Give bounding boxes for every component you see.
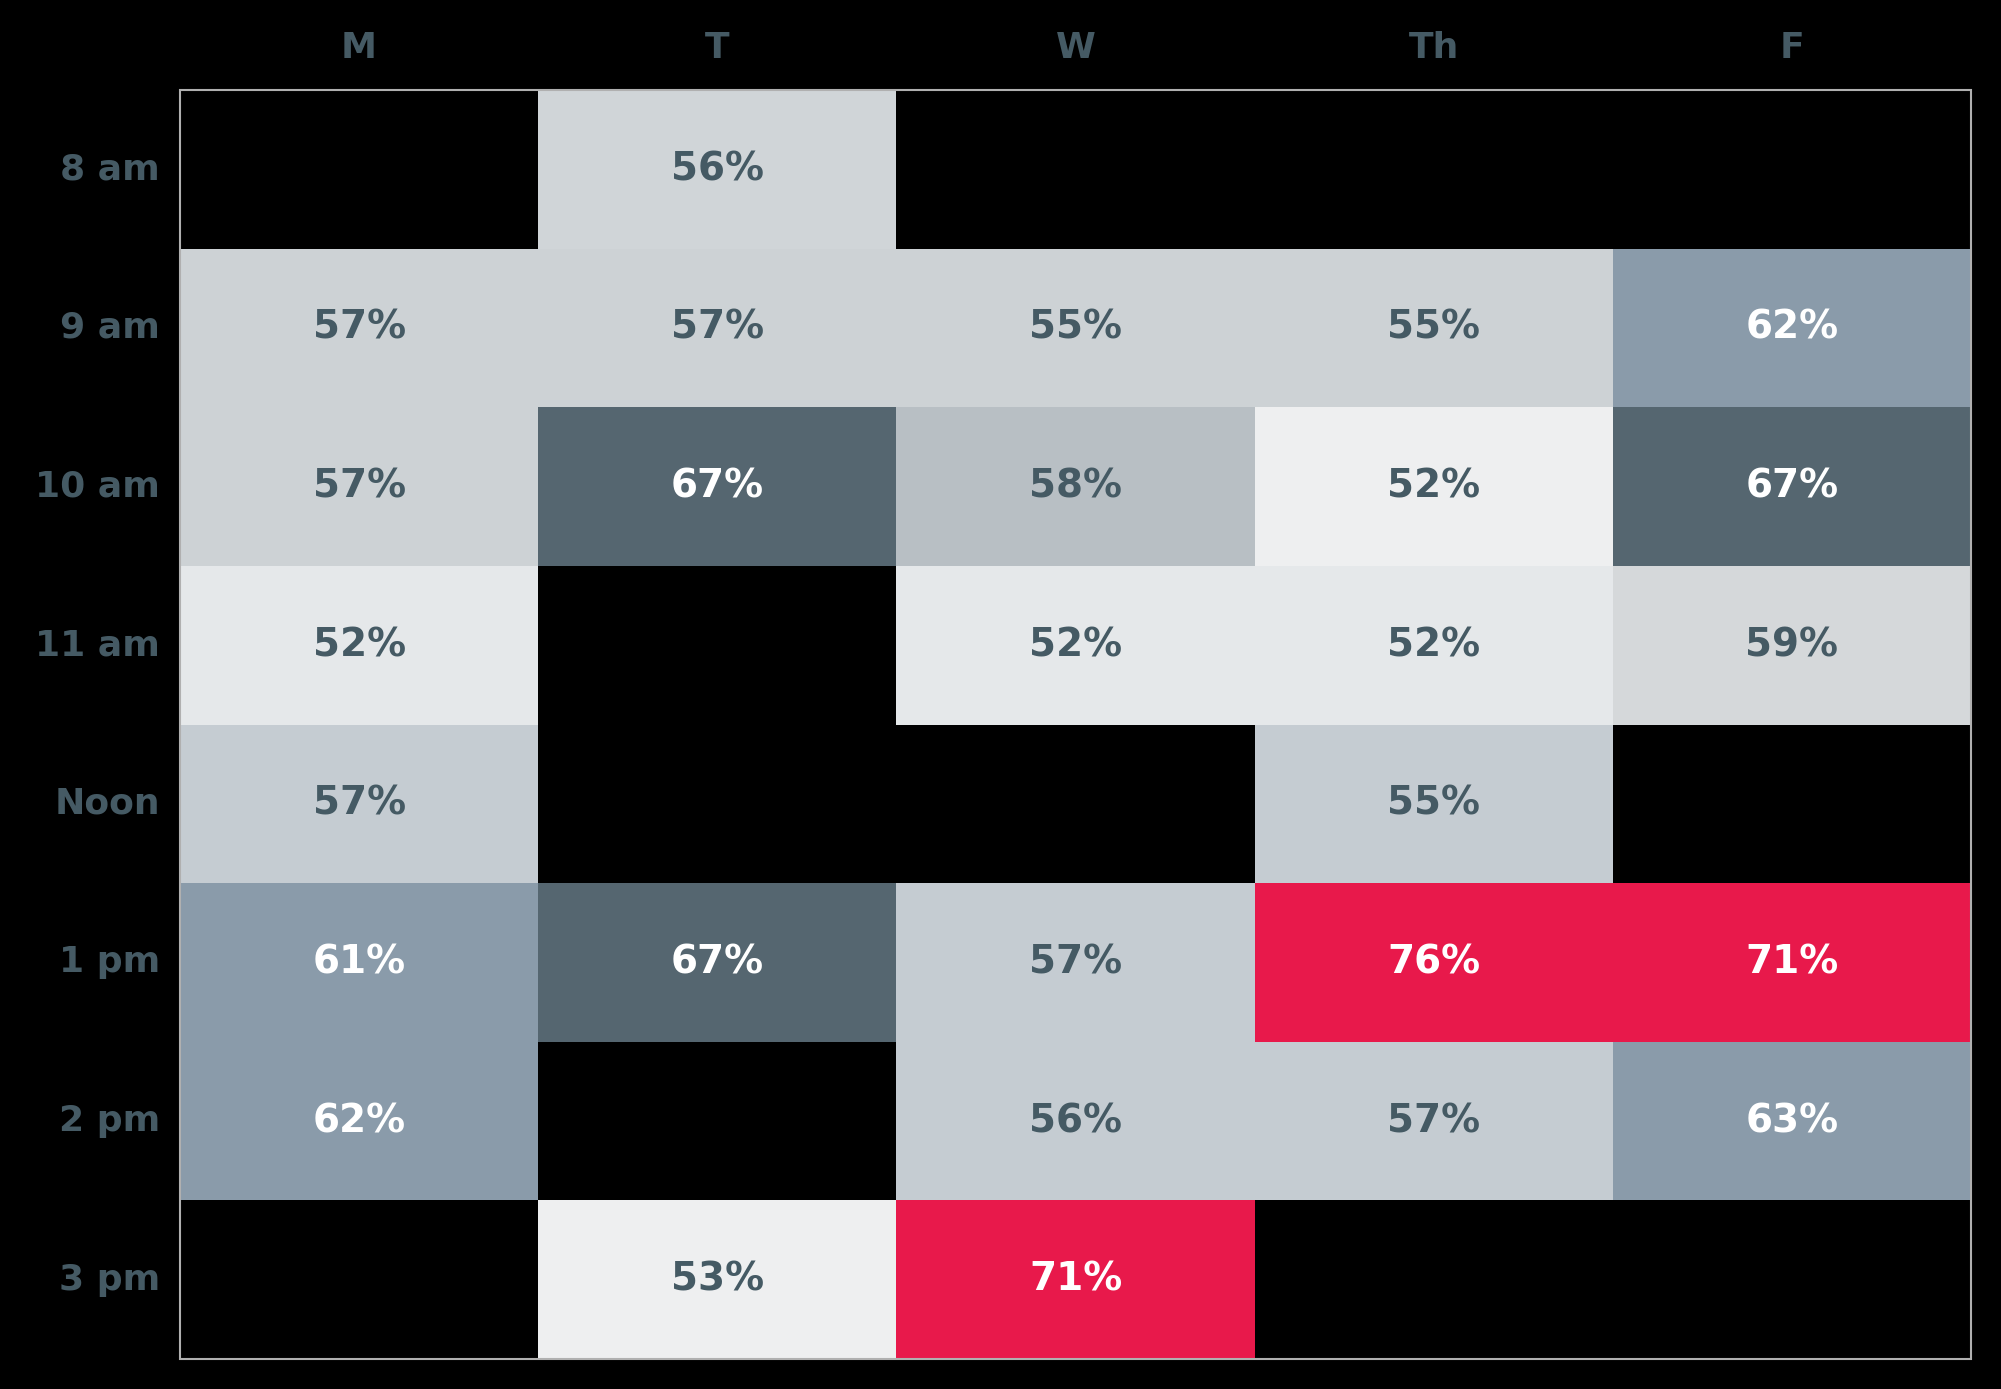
Text: 56%: 56% [670,150,764,189]
Bar [538,90,896,249]
Bar [538,1200,896,1358]
Text: 67%: 67% [1745,468,1839,506]
Text: 52%: 52% [1029,626,1123,664]
Bar [896,1200,1255,1358]
Text: 57%: 57% [1387,1101,1481,1140]
Bar [896,883,1255,1042]
Text: 71%: 71% [1029,1261,1123,1299]
Bar [180,725,538,883]
Bar [180,90,1971,1358]
Text: 62%: 62% [1745,308,1839,347]
Bar [180,249,538,407]
Bar [1255,725,1613,883]
Bar [1255,1042,1613,1200]
Text: F: F [1779,31,1805,65]
Text: 67%: 67% [670,943,764,982]
Text: M: M [340,31,376,65]
Bar [1613,565,1971,725]
Text: 53%: 53% [670,1261,764,1299]
Text: 57%: 57% [670,308,764,347]
Text: 58%: 58% [1029,468,1123,506]
Text: 3 pm: 3 pm [58,1263,160,1297]
Text: 57%: 57% [1029,943,1123,982]
Text: T: T [704,31,730,65]
Bar [180,407,538,565]
Text: 11 am: 11 am [36,628,160,663]
Text: 55%: 55% [1029,308,1123,347]
Text: 67%: 67% [670,468,764,506]
Text: 56%: 56% [1029,1101,1123,1140]
Text: 57%: 57% [312,468,406,506]
Text: 71%: 71% [1745,943,1839,982]
Bar [1255,249,1613,407]
Text: 62%: 62% [312,1101,406,1140]
Bar [180,565,538,725]
Text: 61%: 61% [312,943,406,982]
Bar [896,407,1255,565]
Bar [896,249,1255,407]
Text: 1 pm: 1 pm [58,946,160,979]
Bar [1613,407,1971,565]
Text: 63%: 63% [1745,1101,1839,1140]
Text: Th: Th [1409,31,1459,65]
Text: 10 am: 10 am [36,469,160,504]
Text: 52%: 52% [1387,468,1481,506]
Bar [180,883,538,1042]
Text: 57%: 57% [312,785,406,822]
Bar [1613,883,1971,1042]
Text: 9 am: 9 am [60,311,160,344]
Bar [1255,883,1613,1042]
Bar [538,883,896,1042]
Text: 52%: 52% [312,626,406,664]
Bar [1255,565,1613,725]
Bar [180,1042,538,1200]
Bar [1613,1042,1971,1200]
Text: 55%: 55% [1387,308,1481,347]
Text: Noon: Noon [54,786,160,821]
Text: 2 pm: 2 pm [58,1104,160,1138]
Text: 76%: 76% [1387,943,1481,982]
Text: 57%: 57% [312,308,406,347]
Bar [1255,407,1613,565]
Bar [538,249,896,407]
Bar [538,407,896,565]
Text: 55%: 55% [1387,785,1481,822]
Bar [1613,249,1971,407]
Bar [896,1042,1255,1200]
Bar [896,565,1255,725]
Text: 59%: 59% [1745,626,1839,664]
Text: W: W [1057,31,1095,65]
Text: 52%: 52% [1387,626,1481,664]
Text: 8 am: 8 am [60,153,160,186]
